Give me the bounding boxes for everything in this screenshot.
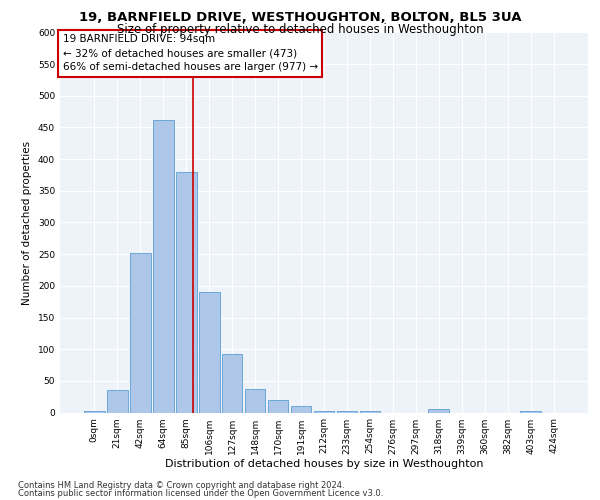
Bar <box>107 390 128 412</box>
Bar <box>130 253 151 412</box>
Bar <box>359 410 380 412</box>
Text: Size of property relative to detached houses in Westhoughton: Size of property relative to detached ho… <box>116 22 484 36</box>
Bar <box>176 172 197 412</box>
Text: 19 BARNFIELD DRIVE: 94sqm
← 32% of detached houses are smaller (473)
66% of semi: 19 BARNFIELD DRIVE: 94sqm ← 32% of detac… <box>62 34 318 72</box>
Bar <box>314 410 334 412</box>
Bar <box>337 410 358 412</box>
Text: Contains public sector information licensed under the Open Government Licence v3: Contains public sector information licen… <box>18 489 383 498</box>
Bar <box>153 120 173 412</box>
Bar <box>428 410 449 412</box>
Text: 19, BARNFIELD DRIVE, WESTHOUGHTON, BOLTON, BL5 3UA: 19, BARNFIELD DRIVE, WESTHOUGHTON, BOLTO… <box>79 11 521 24</box>
Bar <box>268 400 289 412</box>
Y-axis label: Number of detached properties: Number of detached properties <box>22 140 32 304</box>
Bar <box>199 292 220 412</box>
Bar <box>520 410 541 412</box>
Text: Contains HM Land Registry data © Crown copyright and database right 2024.: Contains HM Land Registry data © Crown c… <box>18 480 344 490</box>
Bar <box>290 406 311 412</box>
Bar <box>222 354 242 412</box>
Bar <box>84 410 104 412</box>
X-axis label: Distribution of detached houses by size in Westhoughton: Distribution of detached houses by size … <box>165 460 483 469</box>
Bar <box>245 389 265 412</box>
